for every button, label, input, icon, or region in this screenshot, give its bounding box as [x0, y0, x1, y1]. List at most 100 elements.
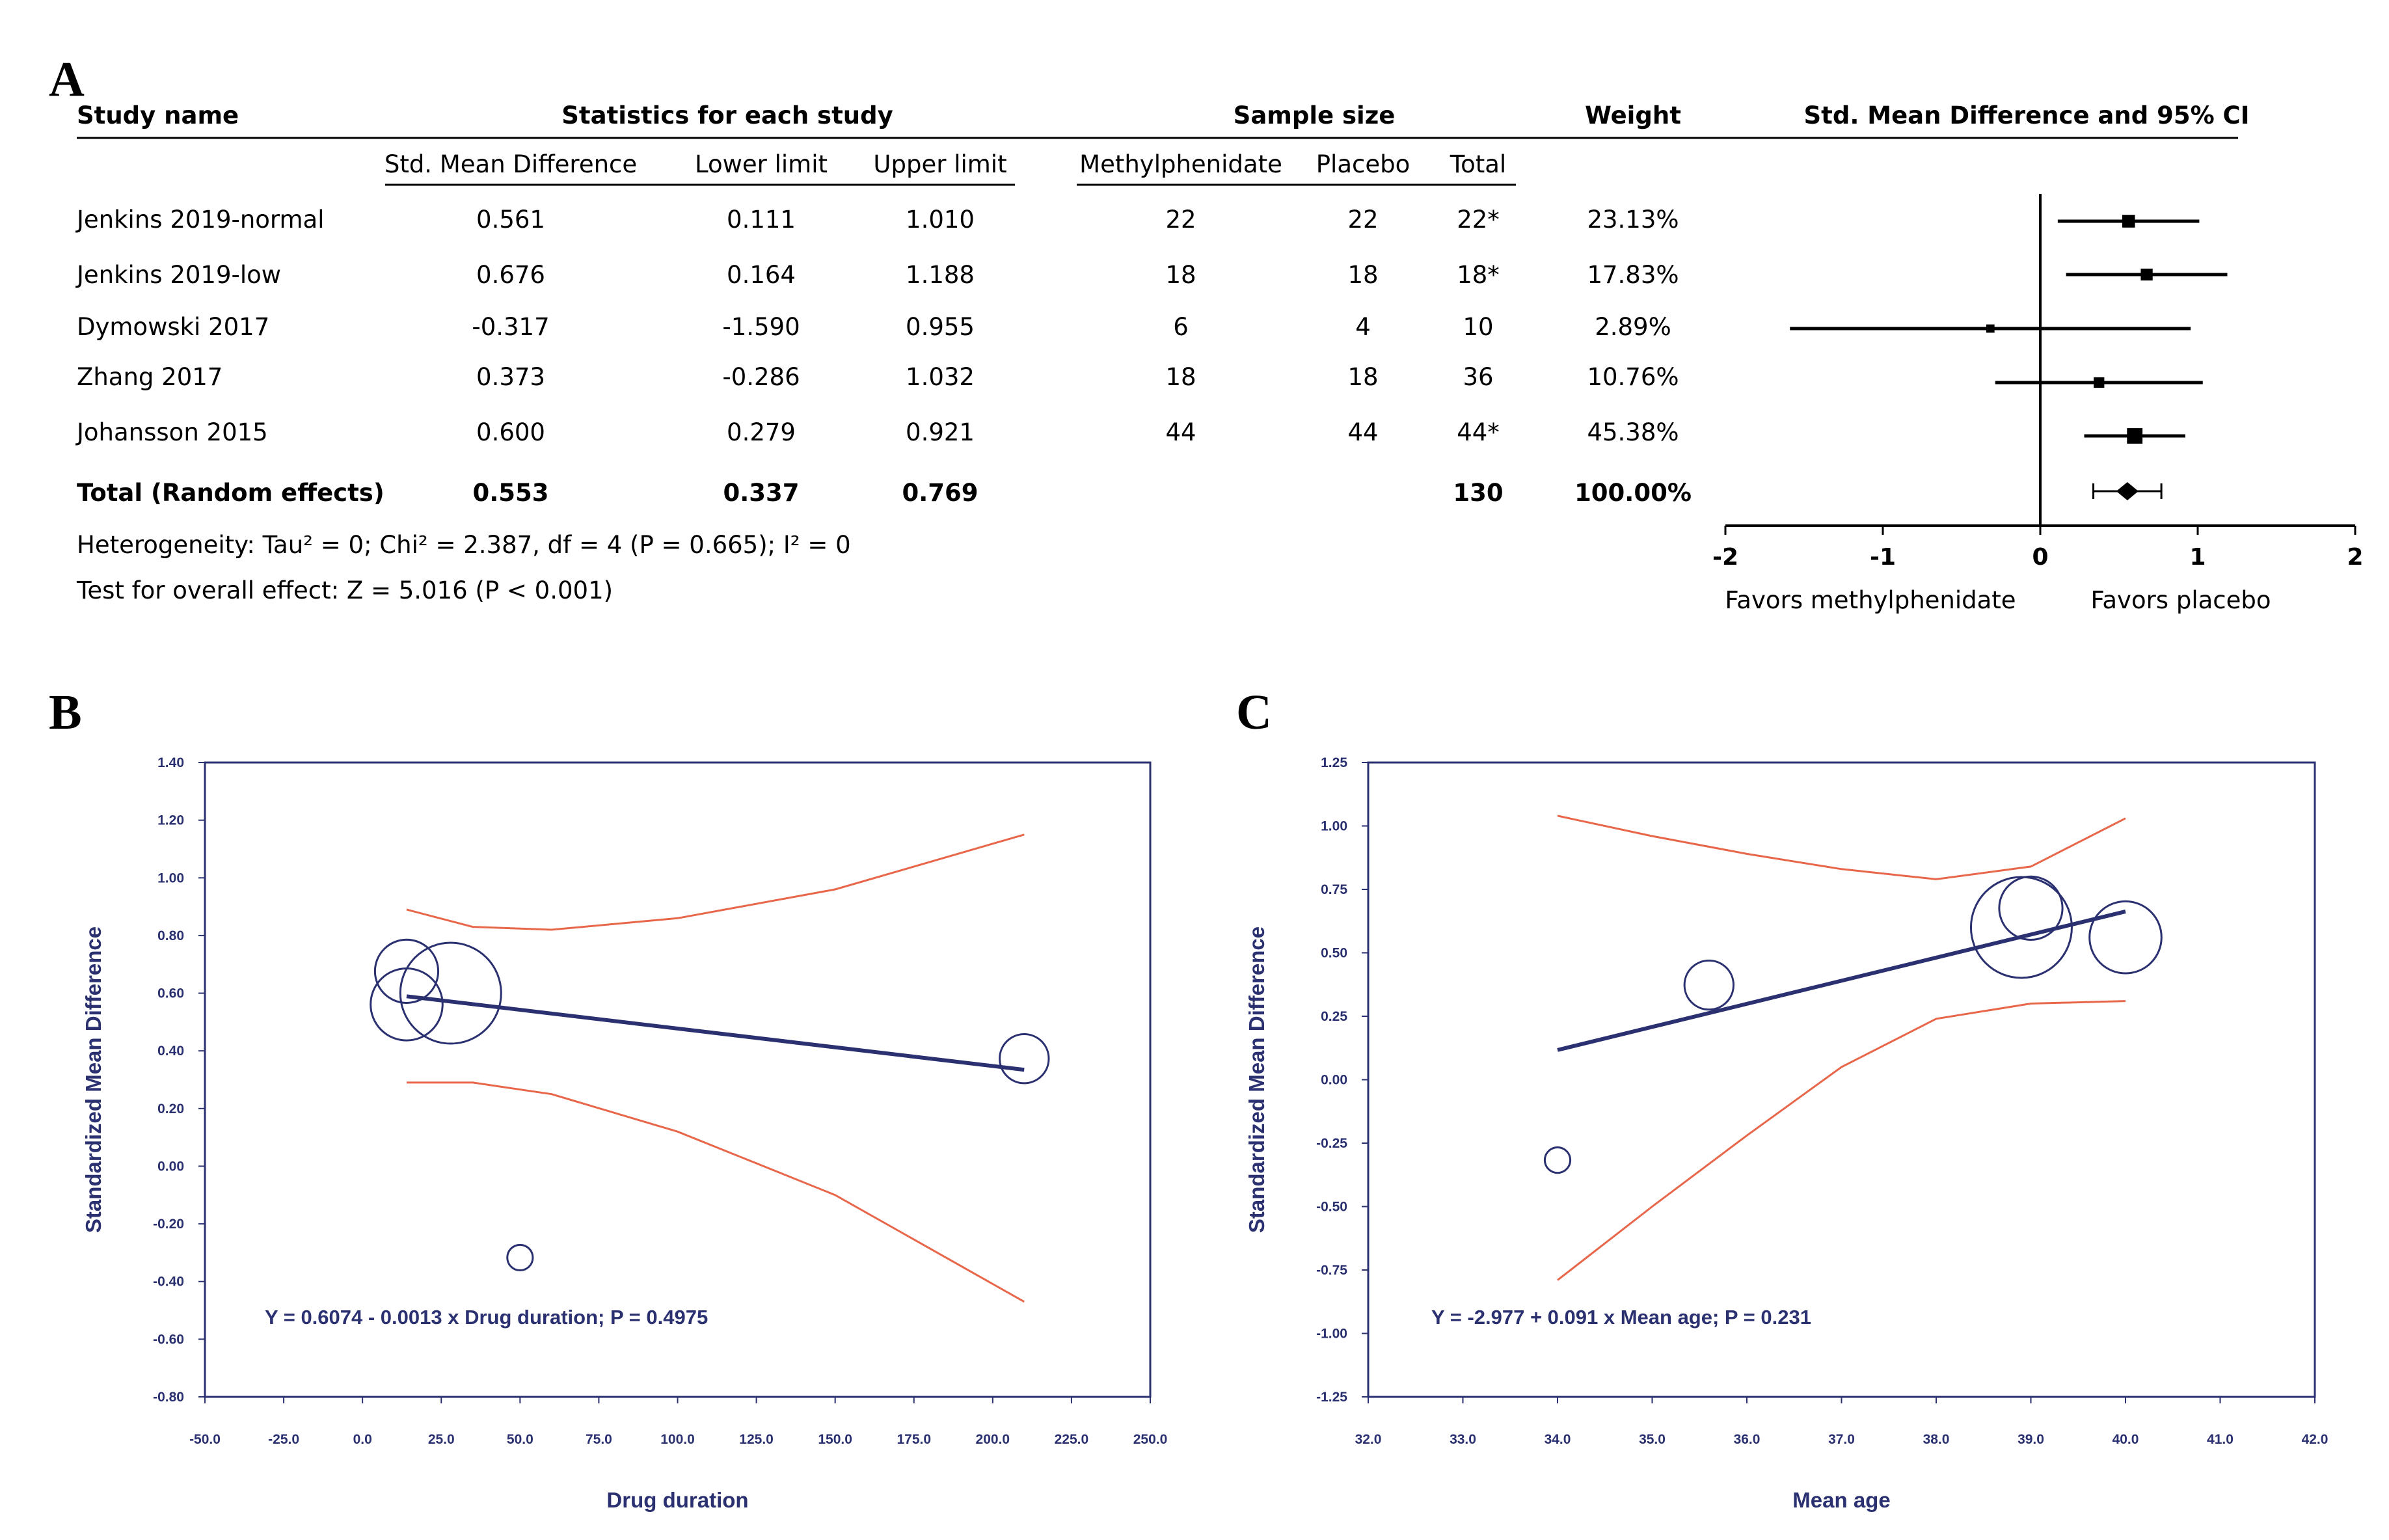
regression-equation: Y = -2.977 + 0.091 x Mean age; P = 0.231	[1431, 1306, 1811, 1329]
y-tick-label: 1.20	[157, 813, 184, 828]
forest-point-square	[2140, 268, 2153, 281]
forest-plot: -2 -1 0 1 2 Favors methylphenidate Favors plac…	[1712, 194, 2364, 614]
header-statistics: Statistics for each study	[561, 101, 893, 129]
subheader-upper: Upper limit	[873, 150, 1006, 178]
x-axis-label: Drug duration	[606, 1488, 748, 1512]
table-cell-placebo: 22	[1347, 206, 1378, 234]
x-tick-label: 175.0	[897, 1432, 931, 1447]
forest-point-square	[2127, 428, 2143, 444]
x-tick-label: 125.0	[739, 1432, 774, 1447]
y-axis-label: Standardized Mean Difference	[1245, 926, 1269, 1233]
table-cell-smd: 0.561	[476, 206, 545, 234]
y-tick-label: 0.80	[157, 928, 184, 943]
x-tick-label: 36.0	[1734, 1432, 1761, 1447]
header-study-name: Study name	[77, 101, 239, 129]
y-tick-label: 0.20	[157, 1101, 184, 1116]
x-tick-label: 200.0	[976, 1432, 1010, 1447]
x-tick-label: 38.0	[1923, 1432, 1950, 1447]
table-cell-total: 22*	[1457, 206, 1500, 234]
study-bubble	[370, 967, 444, 1042]
table-cell-upper: 1.188	[906, 261, 975, 289]
table-cell-total: 44*	[1457, 418, 1500, 446]
table-cell-weight: 23.13%	[1587, 206, 1679, 234]
x-tick-label: 32.0	[1355, 1432, 1382, 1447]
table-cell-placebo: 18	[1347, 363, 1378, 391]
table-cell-placebo: 4	[1355, 313, 1371, 341]
subheader-lower: Lower limit	[695, 150, 828, 178]
table-cell-upper: 0.921	[906, 418, 975, 446]
y-tick-label: 1.00	[1321, 819, 1347, 834]
table-cell-mph: 22	[1165, 206, 1196, 234]
y-tick-label: -0.80	[153, 1390, 184, 1405]
x-tick-label: 42.0	[2302, 1432, 2328, 1447]
favors-methylphenidate-label: Favors methylphenidate	[1725, 586, 2016, 614]
y-tick-label: 1.25	[1321, 755, 1347, 770]
table-cell-name: Zhang 2017	[77, 363, 223, 391]
y-tick-label: 0.00	[1321, 1073, 1347, 1088]
study-bubble	[1683, 959, 1735, 1011]
x-tick-label: 37.0	[1828, 1432, 1855, 1447]
y-tick-label: 1.40	[157, 755, 184, 770]
ci-upper-band	[1557, 815, 2126, 880]
study-bubble	[1543, 1146, 1572, 1174]
table-cell-lower: 0.164	[727, 261, 796, 289]
forest-point-square	[2122, 215, 2135, 228]
x-tick-label: 100.0	[660, 1432, 695, 1447]
table-cell-weight: 45.38%	[1587, 418, 1679, 446]
forest-x-tick-label: 0	[2032, 544, 2048, 571]
favors-placebo-label: Favors placebo	[2090, 586, 2271, 614]
table-cell-weight: 2.89%	[1595, 313, 1671, 341]
panel-c-letter: C	[1236, 685, 1272, 740]
table-cell-smd: -0.317	[472, 313, 549, 341]
y-tick-label: 0.25	[1321, 1009, 1347, 1024]
total-cell-weight: 100.00%	[1574, 479, 1692, 507]
y-tick-label: -0.60	[153, 1332, 184, 1347]
table-cell-weight: 17.83%	[1587, 261, 1679, 289]
forest-pooled-diamond	[2116, 482, 2139, 500]
table-cell-name: Jenkins 2019-normal	[75, 206, 324, 234]
x-tick-label: 150.0	[818, 1432, 852, 1447]
table-cell-upper: 0.955	[906, 313, 975, 341]
x-tick-label: 25.0	[428, 1432, 455, 1447]
study-bubble	[399, 941, 502, 1045]
table-cell-lower: -1.590	[722, 313, 800, 341]
y-tick-label: 0.50	[1321, 946, 1347, 961]
table-cell-lower: -0.286	[722, 363, 800, 391]
x-tick-label: 250.0	[1133, 1432, 1168, 1447]
table-cell-smd: 0.373	[476, 363, 545, 391]
table-cell-name: Johansson 2015	[75, 418, 268, 446]
table-cell-smd: 0.676	[476, 261, 545, 289]
heterogeneity-text: Heterogeneity: Tau² = 0; Chi² = 2.387, d…	[77, 531, 851, 559]
table-cell-placebo: 44	[1347, 418, 1378, 446]
y-tick-label: -0.75	[1316, 1263, 1347, 1278]
x-tick-label: -50.0	[189, 1432, 221, 1447]
forest-x-tick-label: -1	[1870, 544, 1896, 571]
table-cell-lower: 0.111	[727, 206, 796, 234]
forest-point-square	[2094, 377, 2105, 388]
ci-lower-band	[1557, 1000, 2126, 1281]
x-tick-label: 50.0	[507, 1432, 533, 1447]
study-bubble	[999, 1033, 1050, 1085]
x-tick-label: 75.0	[586, 1432, 612, 1447]
x-tick-label: 33.0	[1450, 1432, 1476, 1447]
y-tick-label: 0.75	[1321, 882, 1347, 897]
table-cell-placebo: 18	[1347, 261, 1378, 289]
x-tick-label: 225.0	[1055, 1432, 1089, 1447]
y-tick-label: 0.60	[157, 986, 184, 1001]
y-tick-label: -1.25	[1316, 1390, 1347, 1405]
subheader-smd: Std. Mean Difference	[385, 150, 637, 178]
y-tick-label: 0.00	[157, 1159, 184, 1174]
table-cell-weight: 10.76%	[1587, 363, 1679, 391]
y-tick-label: -0.50	[1316, 1200, 1347, 1215]
table-cell-total: 10	[1463, 313, 1493, 341]
header-sample-size: Sample size	[1234, 101, 1396, 129]
x-tick-label: 35.0	[1639, 1432, 1666, 1447]
total-cell-lower: 0.337	[723, 479, 799, 507]
total-cell-upper: 0.769	[902, 479, 978, 507]
table-cell-total: 18*	[1457, 261, 1500, 289]
study-bubble	[506, 1243, 534, 1272]
table-cell-mph: 18	[1165, 261, 1196, 289]
y-tick-label: -1.00	[1316, 1327, 1347, 1342]
forest-x-tick-label: -2	[1712, 544, 1738, 571]
y-tick-label: -0.25	[1316, 1136, 1347, 1151]
